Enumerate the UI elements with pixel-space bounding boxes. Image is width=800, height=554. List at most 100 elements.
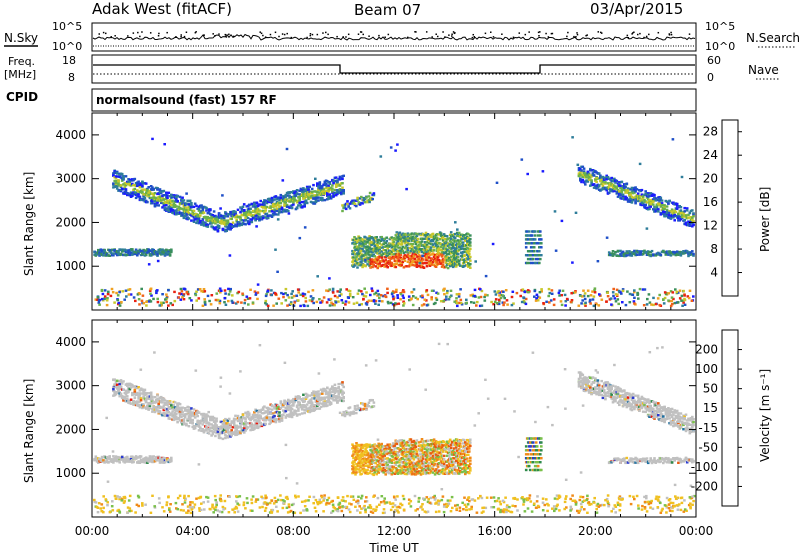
power-cell bbox=[605, 236, 609, 239]
power-cell bbox=[411, 257, 415, 260]
power-cell bbox=[154, 204, 158, 207]
power-cell bbox=[378, 252, 381, 255]
power-cell bbox=[355, 237, 358, 240]
power-cell bbox=[222, 216, 226, 220]
power-cell bbox=[334, 301, 338, 304]
power-cell bbox=[142, 188, 145, 191]
power-cell bbox=[503, 301, 506, 304]
power-cell bbox=[454, 254, 458, 257]
power-cell bbox=[401, 245, 405, 249]
power-cell bbox=[112, 252, 115, 255]
velocity-cell bbox=[226, 431, 230, 434]
power-cell bbox=[415, 263, 419, 266]
power-cell bbox=[167, 304, 170, 307]
power-cell bbox=[167, 209, 171, 212]
velocity-cell bbox=[265, 416, 269, 419]
velocity-cell bbox=[151, 398, 154, 401]
power-cell bbox=[548, 291, 552, 295]
power-cell bbox=[455, 302, 459, 305]
power-cell bbox=[303, 304, 306, 308]
power-cell bbox=[437, 259, 441, 262]
power-cell bbox=[416, 248, 420, 251]
power-cell bbox=[156, 188, 159, 191]
nsky-point bbox=[224, 33, 227, 36]
velocity-cell bbox=[138, 406, 142, 409]
nsky-point bbox=[576, 32, 578, 34]
power-cell bbox=[141, 184, 144, 187]
nsky-point bbox=[538, 34, 540, 37]
power-cell bbox=[149, 300, 153, 303]
power-cell bbox=[378, 255, 381, 258]
power-cell bbox=[356, 196, 359, 200]
velocity-cell bbox=[177, 417, 181, 420]
power-cell bbox=[443, 287, 446, 290]
power-cell bbox=[683, 298, 687, 302]
power-cell bbox=[529, 246, 533, 249]
power-cell bbox=[642, 304, 646, 307]
nsky-point bbox=[141, 31, 143, 33]
power-cell bbox=[303, 203, 306, 206]
power-cell bbox=[128, 288, 132, 291]
power-cell bbox=[103, 289, 107, 292]
power-cell bbox=[151, 199, 154, 203]
power-cell bbox=[127, 293, 131, 296]
velocity-cell bbox=[236, 425, 240, 428]
power-cell bbox=[347, 301, 351, 304]
power-cell bbox=[430, 263, 434, 266]
power-cell bbox=[403, 259, 407, 262]
nsky-point bbox=[586, 34, 588, 36]
power-cell bbox=[659, 253, 663, 257]
power-cell bbox=[679, 218, 683, 221]
power-cell bbox=[685, 209, 689, 212]
power-cell bbox=[401, 249, 405, 253]
power-cell bbox=[610, 176, 613, 180]
power-cell bbox=[234, 210, 237, 214]
power-cell bbox=[384, 241, 387, 245]
power-cell bbox=[372, 253, 375, 256]
power-cell bbox=[250, 220, 254, 224]
power-cell bbox=[502, 303, 505, 307]
power-cell bbox=[159, 201, 163, 205]
power-cell bbox=[658, 203, 661, 206]
power-cell bbox=[356, 258, 359, 261]
power-cell bbox=[409, 298, 413, 301]
power-cell bbox=[277, 203, 280, 207]
power-cell bbox=[256, 207, 260, 211]
power-cell bbox=[361, 240, 364, 244]
power-cell bbox=[606, 291, 609, 294]
nsky-point bbox=[283, 33, 286, 36]
power-cell bbox=[375, 246, 378, 249]
power-cell bbox=[366, 300, 369, 304]
nsky-trace bbox=[92, 31, 696, 47]
power-cell bbox=[341, 301, 345, 304]
power-cell bbox=[384, 262, 387, 266]
power-cell bbox=[407, 239, 411, 243]
power-cell bbox=[331, 291, 335, 294]
power-cell bbox=[182, 293, 186, 296]
power-cell bbox=[619, 249, 622, 253]
power-cell bbox=[434, 296, 438, 300]
velocity-cell bbox=[138, 389, 142, 392]
power-cell bbox=[595, 302, 598, 306]
velocity-cell bbox=[246, 426, 250, 429]
power-cell bbox=[409, 242, 413, 246]
power-cell bbox=[129, 184, 133, 187]
velocity-cell bbox=[212, 416, 216, 420]
power-cell bbox=[271, 202, 275, 206]
velocity-cell bbox=[180, 415, 183, 419]
velocity-cell bbox=[253, 411, 256, 414]
power-cell bbox=[103, 249, 106, 253]
power-cell bbox=[304, 300, 308, 303]
nsky-point bbox=[451, 35, 453, 37]
power-cell bbox=[157, 204, 160, 207]
power-cell bbox=[376, 241, 379, 244]
power-cell bbox=[614, 250, 617, 254]
power-cell bbox=[179, 298, 183, 301]
nsky-point bbox=[566, 35, 568, 38]
power-cell bbox=[438, 238, 442, 241]
power-cell bbox=[434, 301, 437, 305]
power-cell bbox=[469, 241, 472, 244]
power-cell bbox=[166, 249, 169, 252]
power-cell bbox=[322, 189, 325, 192]
power-cell bbox=[447, 259, 451, 263]
